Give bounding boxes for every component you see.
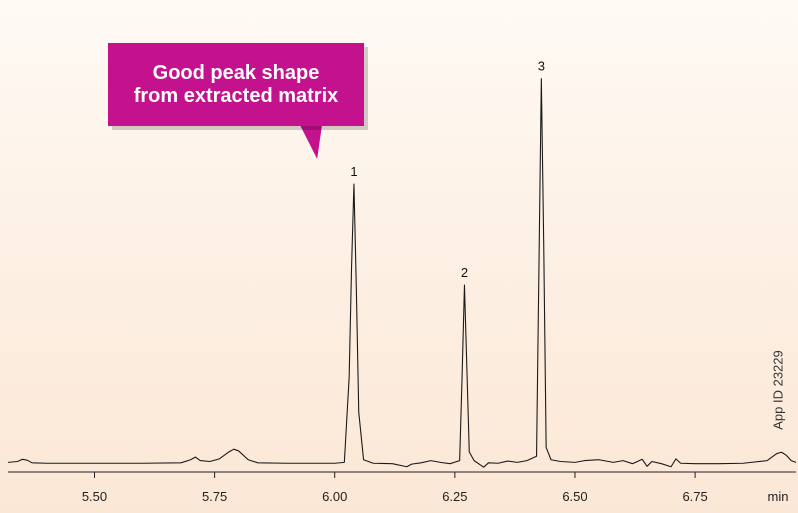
x-tick-label: 5.50 [82,489,107,504]
x-tick-label: 6.75 [682,489,707,504]
annotation-callout: Good peak shape from extracted matrix [108,43,364,126]
app-id-label: App ID 23229 [770,350,786,430]
x-axis-ticks [93,472,696,478]
annotation-line-1: Good peak shape [152,62,320,84]
x-tick-label: 6.00 [322,489,347,504]
annotation-line-2: from extracted matrix [133,85,339,107]
x-axis-unit-label: min [768,489,789,504]
x-tick-label: 6.50 [562,489,587,504]
chromatogram-trace [7,78,797,468]
peak-label: 1 [350,164,357,179]
x-axis-tick-labels: 5.50 5.75 6.00 6.25 6.50 6.75 [82,489,708,504]
peak-labels: 1 2 3 [350,59,545,280]
x-tick-label: 5.75 [202,489,227,504]
peak-label: 2 [461,265,468,280]
x-tick-label: 6.25 [442,489,467,504]
peak-label: 3 [538,59,545,74]
